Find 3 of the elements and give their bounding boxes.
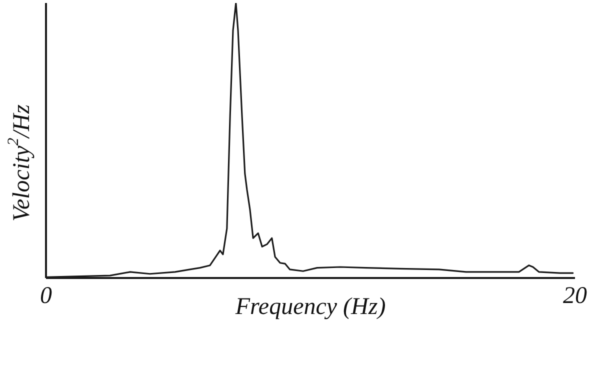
x-axis-title: Frequency (Hz) <box>234 294 386 320</box>
x-tick-label: 0 <box>40 283 52 310</box>
x-tick-label: 20 <box>563 283 587 310</box>
